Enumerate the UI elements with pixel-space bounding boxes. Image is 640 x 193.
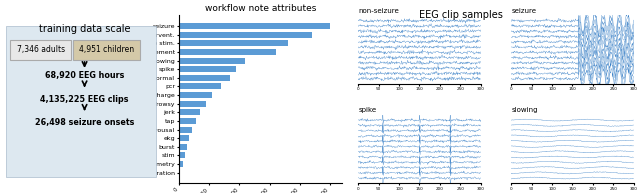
Bar (179, 152, 185, 158)
Text: seizure: seizure (511, 8, 536, 14)
Bar (179, 170, 180, 176)
Text: EEG clip samples: EEG clip samples (419, 10, 503, 20)
Bar (179, 75, 230, 81)
Bar (179, 92, 212, 98)
FancyBboxPatch shape (10, 40, 71, 60)
Title: workflow note attributes: workflow note attributes (205, 4, 316, 13)
Text: spike: spike (358, 107, 376, 113)
Bar (179, 58, 245, 64)
Text: 68,920 EEG hours: 68,920 EEG hours (45, 71, 124, 80)
Bar (179, 135, 189, 141)
Text: 4,951 children: 4,951 children (79, 45, 134, 54)
Bar (179, 66, 236, 72)
FancyBboxPatch shape (73, 40, 140, 60)
Text: 7,346 adults: 7,346 adults (17, 45, 65, 54)
Bar (179, 83, 221, 90)
Bar (179, 118, 196, 124)
Bar (179, 161, 184, 167)
FancyBboxPatch shape (6, 25, 156, 177)
Text: slowing: slowing (511, 107, 538, 113)
Text: 26,498 seizure onsets: 26,498 seizure onsets (35, 118, 134, 127)
Bar (179, 32, 312, 38)
Bar (179, 101, 206, 107)
Bar (179, 109, 200, 115)
Text: 4,135,225 EEG clips: 4,135,225 EEG clips (40, 95, 129, 104)
Bar (179, 40, 288, 46)
Text: non-seizure: non-seizure (358, 8, 399, 14)
Bar (179, 49, 276, 55)
Bar (179, 127, 192, 133)
Bar (179, 144, 187, 150)
Text: training data scale: training data scale (39, 24, 131, 34)
Bar (179, 23, 330, 29)
